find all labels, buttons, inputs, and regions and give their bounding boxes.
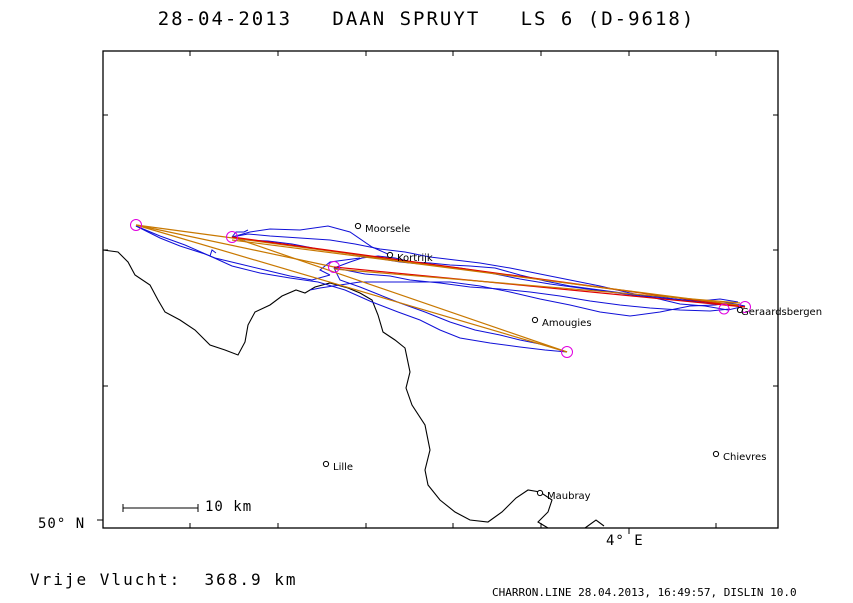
turnpoint-marker (561, 346, 573, 358)
place-marker-lille (322, 460, 330, 468)
scale-bar (122, 504, 199, 512)
place-marker-amougies (531, 316, 539, 324)
place-label-geraardsbergen: Geraardsbergen (741, 307, 823, 318)
place-markers (322, 222, 744, 497)
turnpoint-marker (718, 303, 730, 315)
place-label-moorsele: Moorsele (365, 224, 411, 235)
place-label-maubray: Maubray (547, 491, 591, 502)
task-legs (135, 224, 746, 353)
axis-ticks (97, 51, 778, 534)
map-title: 28-04-2013 DAAN SPRUYT LS 6 (D-9618) (157, 8, 696, 30)
country-border (102, 249, 605, 529)
longitude-label: 4° E (606, 533, 644, 549)
scale-label: 10 km (205, 499, 253, 515)
place-label-kortrijk: Kortrijk (397, 253, 433, 264)
free-flight-distance: Vrije Vlucht: 368.9 km (30, 570, 298, 589)
place-marker-moorsele (354, 222, 362, 230)
footer-info: CHARRON.LINE 28.04.2013, 16:49:57, DISLI… (492, 586, 797, 599)
turnpoints (130, 219, 751, 358)
map-frame (102, 50, 779, 529)
turnpoint-marker (130, 219, 142, 231)
place-label-amougies: Amougies (542, 318, 592, 329)
place-label-chievres: Chievres (723, 452, 767, 463)
place-label-lille: Lille (333, 462, 354, 473)
place-marker-geraardsbergen (736, 306, 744, 314)
place-marker-kortrijk (386, 251, 394, 259)
place-marker-chievres (712, 450, 720, 458)
latitude-label: 50° N (38, 516, 86, 532)
place-marker-maubray (536, 489, 544, 497)
turnpoint-marker (226, 231, 238, 243)
turnpoint-marker (328, 261, 340, 273)
